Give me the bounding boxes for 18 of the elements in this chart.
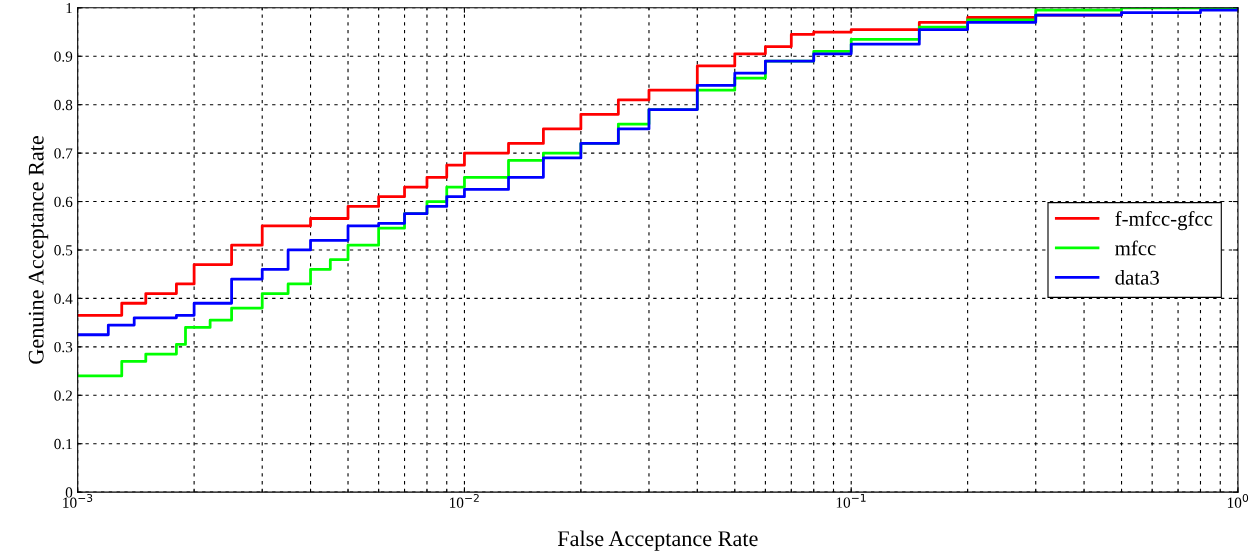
y-tick-label: 0.5: [54, 245, 73, 256]
y-tick-label: 0.4: [54, 293, 73, 304]
y-tick-label: 0.7: [54, 148, 73, 159]
x-tick-label: 10$^{0}$: [1227, 493, 1249, 508]
y-tick-label: 0.6: [54, 196, 73, 208]
y-tick-label: 0.9: [54, 51, 73, 62]
x-tick-label: 10$^{−2}$: [449, 493, 479, 508]
legend-label: f-mfcc-gfcc: [1115, 210, 1213, 231]
x-axis-title: False Acceptance Rate: [557, 530, 758, 551]
y-axis-title: Genuine Acceptance Rate: [28, 136, 49, 364]
x-tick-label: 10$^{−1}$: [836, 493, 866, 508]
y-tick-label: 0.3: [54, 341, 73, 353]
legend-label: mfcc: [1115, 240, 1156, 256]
y-tick-label: 0.2: [54, 390, 72, 401]
legend-label: data3: [1115, 270, 1159, 285]
y-tick-label: 0.8: [54, 99, 73, 111]
y-tick-label: 0.1: [54, 438, 72, 450]
y-tick-label: 1: [66, 3, 72, 14]
